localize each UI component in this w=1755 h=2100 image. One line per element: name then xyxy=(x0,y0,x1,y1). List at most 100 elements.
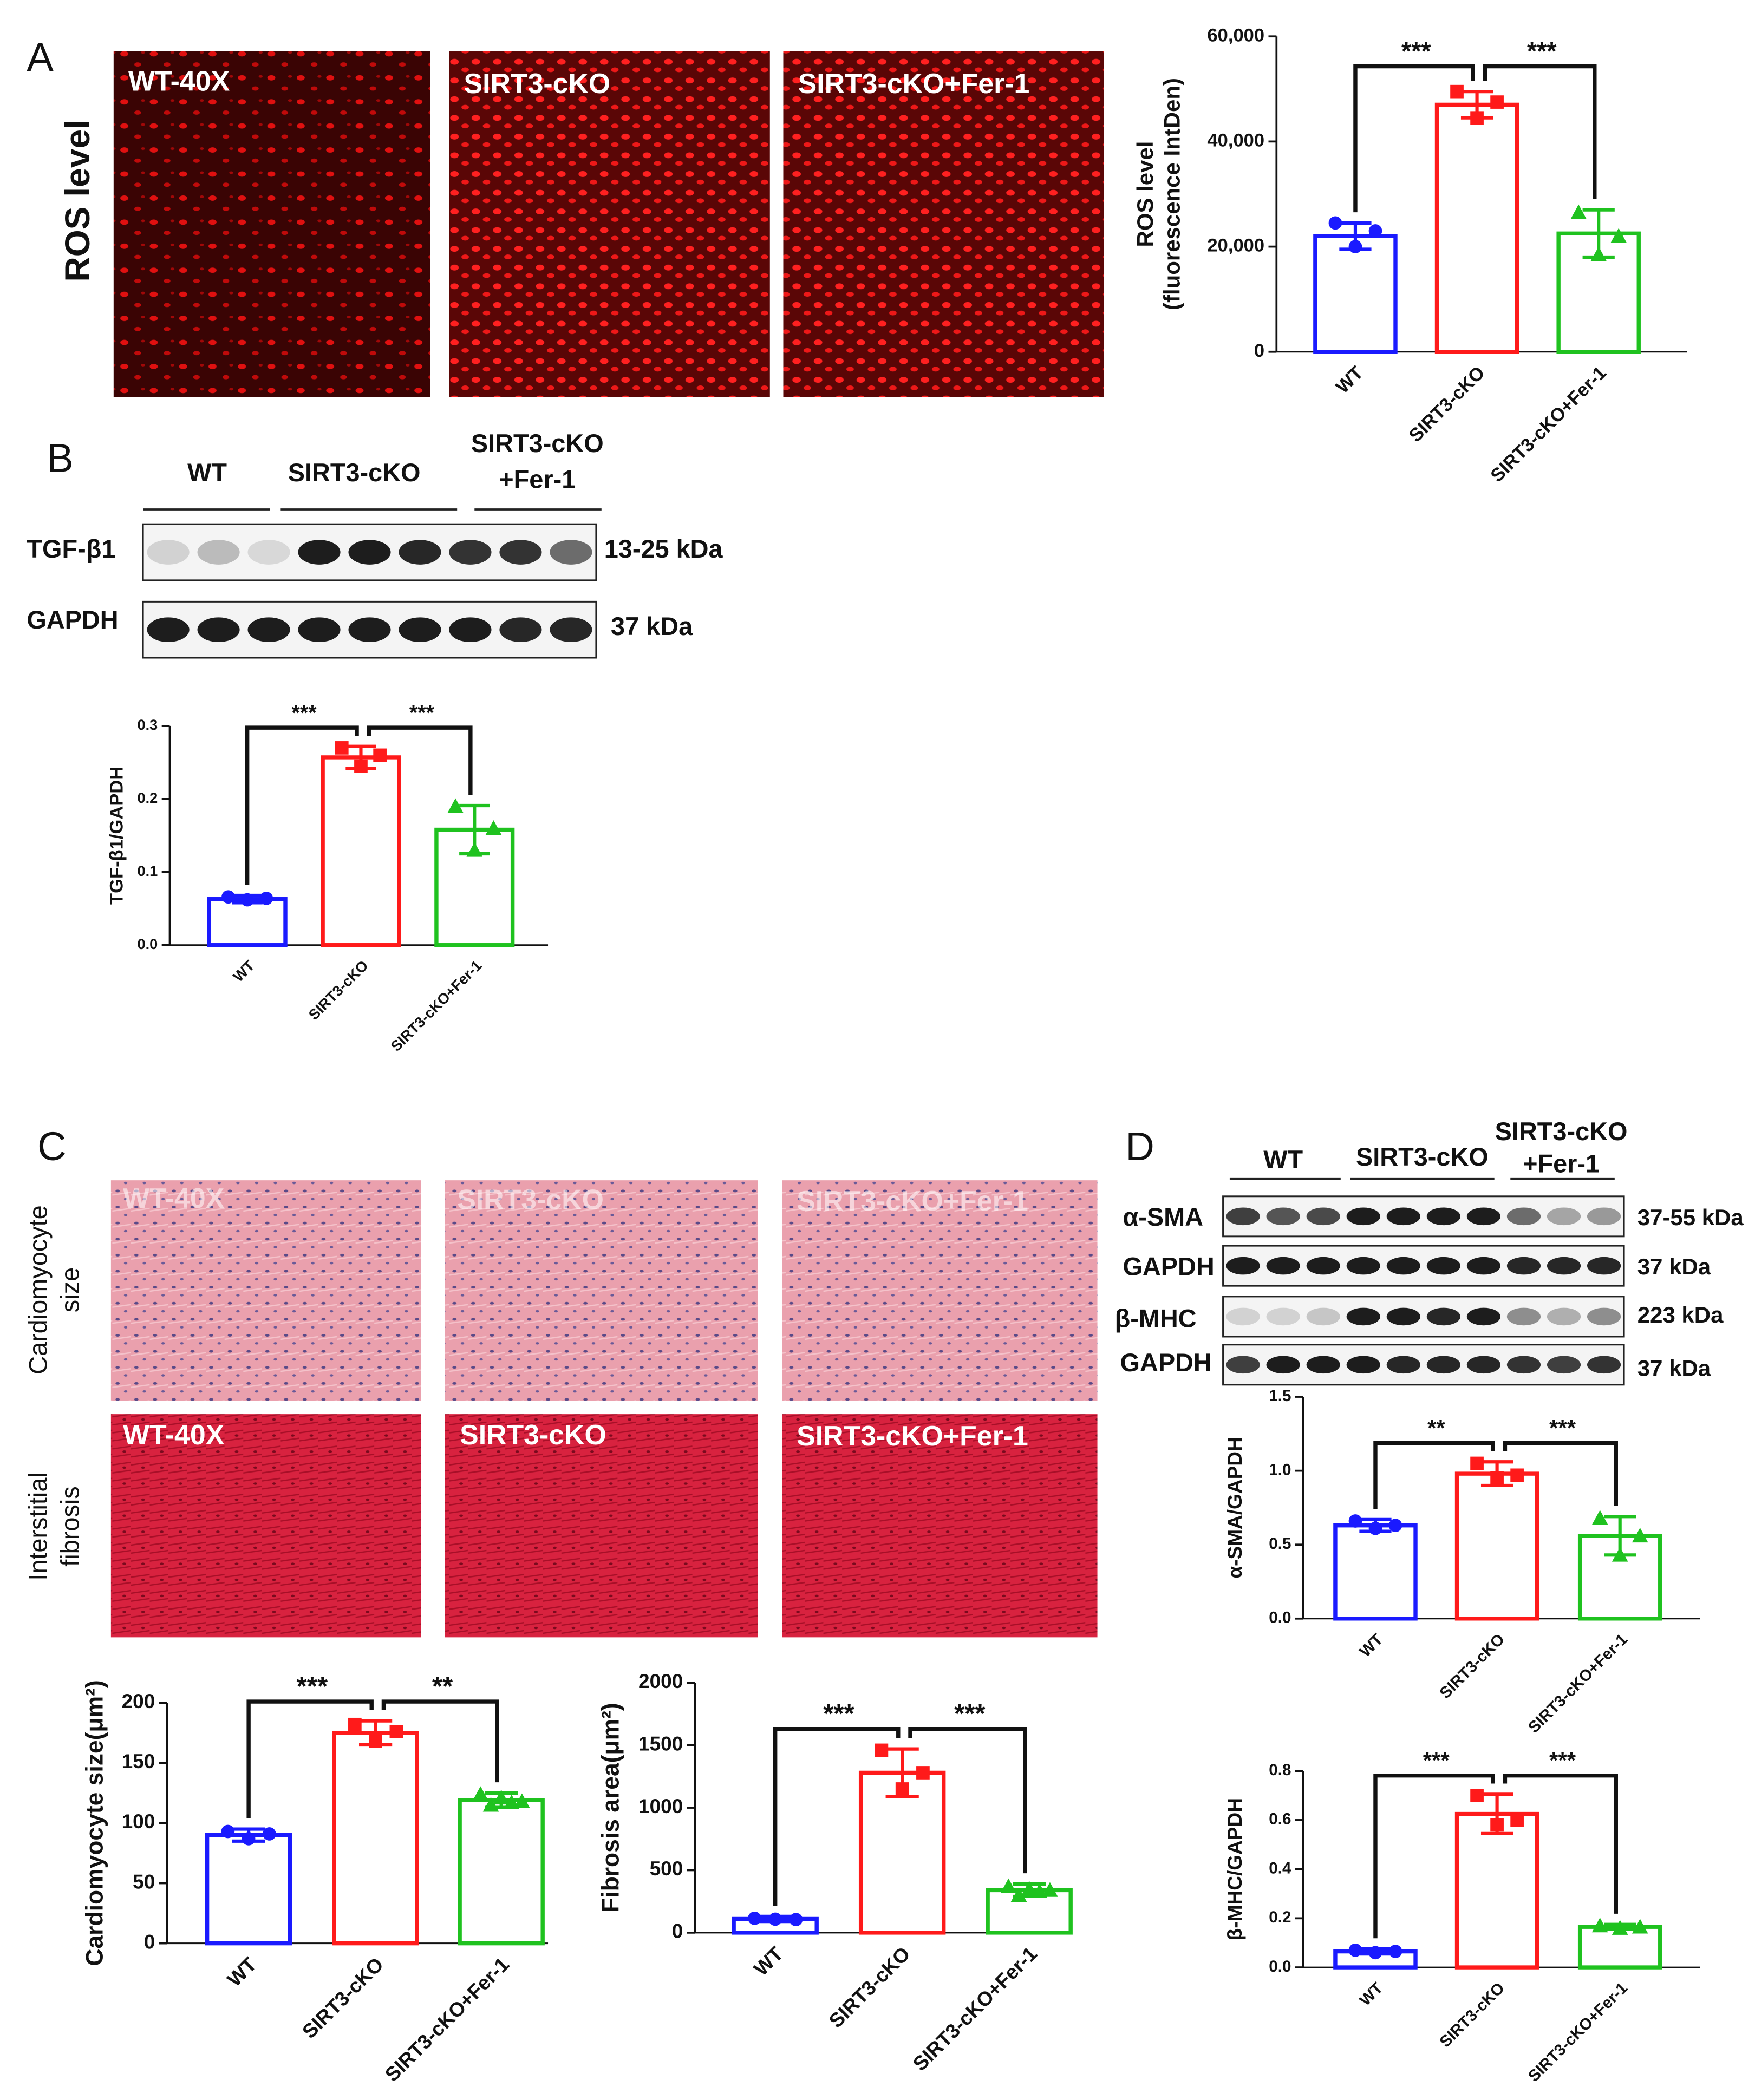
bar xyxy=(1454,1471,1539,1621)
data-point xyxy=(1348,240,1362,253)
y-tick-label: 0.6 xyxy=(1269,1810,1291,1828)
blot-band xyxy=(1346,1307,1380,1326)
y-tick-label: 0.8 xyxy=(1269,1761,1291,1779)
data-point xyxy=(768,1912,782,1926)
data-point xyxy=(1612,1920,1628,1935)
blot-band xyxy=(348,617,391,642)
y-tick-label: 0.4 xyxy=(1269,1859,1291,1877)
blot-band xyxy=(298,617,341,642)
blot-band xyxy=(1547,1307,1581,1326)
significance-bracket xyxy=(1503,1441,1618,1506)
group-label: +Fer-1 xyxy=(499,466,576,494)
y-tick-label: 40,000 xyxy=(1207,130,1264,151)
image-label: SIRT3-cKO xyxy=(460,1419,606,1450)
blot-band xyxy=(1587,1356,1621,1374)
blot-band xyxy=(247,617,290,642)
blot-band xyxy=(550,617,592,642)
data-point xyxy=(1470,111,1484,125)
y-tick-label: 2000 xyxy=(638,1670,683,1692)
data-point xyxy=(1000,1878,1017,1893)
blot-band xyxy=(1547,1257,1581,1275)
blot-band xyxy=(1506,1207,1541,1226)
y-axis-label: (fluorescence IntDen) xyxy=(1159,78,1184,310)
y-tick-label: 0.5 xyxy=(1269,1535,1291,1553)
bar xyxy=(332,1731,419,1946)
significance-label: *** xyxy=(409,701,435,725)
blot-band xyxy=(1506,1257,1541,1275)
data-point xyxy=(221,890,235,904)
blot-band xyxy=(550,540,592,565)
significance-label: *** xyxy=(954,1699,986,1729)
protein-label: GAPDH xyxy=(1123,1252,1214,1280)
image-label: WT-40X xyxy=(123,1419,225,1450)
blot-band xyxy=(1306,1356,1340,1374)
image-label: SIRT3-cKO+Fer-1 xyxy=(797,1420,1028,1451)
size-label: 37 kDa xyxy=(1637,1254,1711,1279)
data-point xyxy=(369,1735,382,1748)
y-axis-label: TGF-β1/GAPDH xyxy=(106,767,127,905)
micrograph xyxy=(449,51,770,397)
panel-letter: B xyxy=(47,436,73,481)
blot-band xyxy=(1386,1257,1420,1275)
blot-band xyxy=(1306,1207,1340,1226)
data-point xyxy=(1470,1456,1484,1470)
data-point xyxy=(482,1797,499,1812)
blot-band xyxy=(1306,1307,1340,1326)
image-label: SIRT3-cKO+Fer-1 xyxy=(798,68,1030,99)
data-point xyxy=(447,798,464,813)
western-blot: WT SIRT3-cKO SIRT3-cKO +Fer-1 TGF-β1 GAP… xyxy=(27,429,723,659)
data-point xyxy=(1388,1945,1402,1958)
data-point xyxy=(373,748,387,762)
blot-band xyxy=(399,617,441,642)
size-label: 223 kDa xyxy=(1637,1302,1724,1327)
blot-band xyxy=(147,540,190,565)
blot-band xyxy=(499,617,542,642)
y-tick-label: 150 xyxy=(122,1750,155,1772)
y-tick-label: 50 xyxy=(133,1870,155,1893)
significance-bracket xyxy=(1503,1774,1618,1914)
data-point xyxy=(221,1824,235,1839)
y-tick-label: 20,000 xyxy=(1207,235,1264,256)
blot-band xyxy=(1346,1257,1380,1275)
bar xyxy=(1333,1523,1418,1621)
bar xyxy=(1434,102,1519,354)
y-tick-label: 0.0 xyxy=(1269,1958,1291,1975)
blot-band xyxy=(1226,1257,1260,1275)
data-point xyxy=(485,820,502,835)
chart: 0 500 1000 1500 2000 Fibrosis area(μm²) WT SIRT… xyxy=(597,1670,1073,2075)
y-tick-label: 0.3 xyxy=(138,716,158,733)
data-point xyxy=(240,893,254,907)
data-point xyxy=(1348,1514,1362,1528)
y-tick-label: 0.1 xyxy=(138,862,158,879)
blot-band xyxy=(1547,1207,1581,1226)
blot-band xyxy=(1587,1207,1621,1226)
y-axis-label: α-SMA/GAPDH xyxy=(1223,1437,1246,1578)
blot-band xyxy=(1466,1307,1501,1326)
data-point xyxy=(354,759,368,773)
significance-bracket xyxy=(245,725,359,885)
blot-band xyxy=(1346,1207,1380,1226)
data-point xyxy=(472,1786,489,1801)
x-tick-label: SIRT3-cKO+Fer-1 xyxy=(1487,363,1610,486)
y-tick-label: 1000 xyxy=(638,1795,683,1817)
x-tick-label: SIRT3-cKO xyxy=(1436,1631,1508,1703)
significance-label: *** xyxy=(1423,1748,1450,1773)
blot-band xyxy=(449,617,492,642)
x-tick-label: WT xyxy=(1356,1979,1386,2010)
blot-band xyxy=(1506,1356,1541,1374)
micrograph xyxy=(445,1414,758,1638)
chart: 0 20,000 40,000 60,000 ROS level (fluorescenc… xyxy=(1132,25,1687,486)
blot-band xyxy=(1226,1307,1260,1326)
micrograph xyxy=(113,51,430,397)
bar xyxy=(1313,234,1398,354)
chart: 0.0 0.2 0.4 0.6 0.8 β-MHC/GAPDH WT SIRT3-cKO SIR… xyxy=(1223,1748,1700,2085)
x-tick-label: WT xyxy=(749,1942,788,1980)
micrograph xyxy=(110,1414,421,1638)
blot-band xyxy=(1266,1207,1300,1226)
blot-band xyxy=(1266,1307,1300,1326)
y-tick-label: 1.0 xyxy=(1269,1461,1291,1478)
x-tick-label: WT xyxy=(223,1953,261,1991)
significance-label: *** xyxy=(1549,1415,1576,1441)
significance-bracket xyxy=(1373,1774,1495,1939)
panel-letter: D xyxy=(1125,1124,1154,1169)
